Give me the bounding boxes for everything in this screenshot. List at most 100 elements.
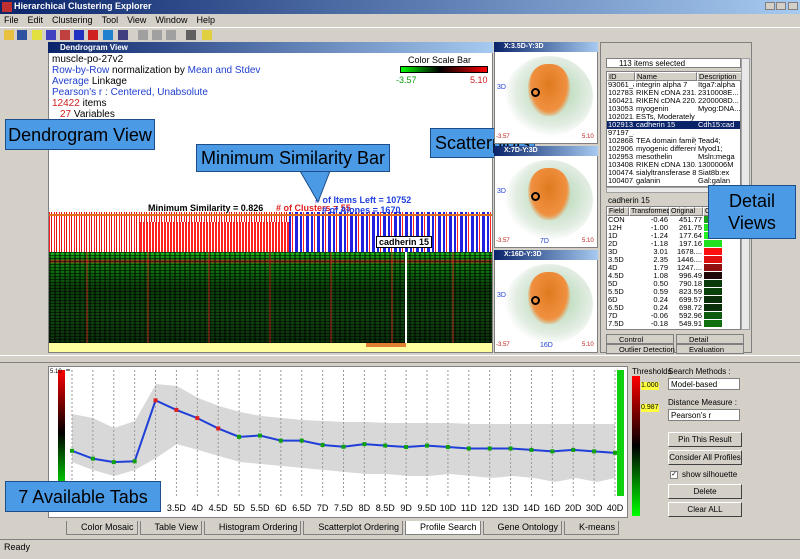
tool-icon[interactable] <box>32 30 42 40</box>
minimize[interactable] <box>765 2 775 10</box>
consider-button[interactable]: Consider All Profiles <box>668 450 742 465</box>
color-swatch <box>704 280 722 287</box>
scatterplot-title-bar: X:7D-Y:3D <box>494 146 598 156</box>
maximize[interactable] <box>776 2 786 10</box>
profile-point <box>299 438 304 443</box>
menu-item[interactable]: Edit <box>27 15 44 25</box>
splitter[interactable] <box>0 355 800 363</box>
view-tab[interactable]: Color Mosaic <box>66 521 138 535</box>
table-cell: -1.00 <box>650 224 668 232</box>
table-cell: 177.64 <box>679 232 702 240</box>
search-select[interactable]: Model-based <box>668 378 740 390</box>
table-cell: 790.18 <box>679 280 702 288</box>
column-header: Transformed <box>629 207 671 216</box>
alone-count: # of Alones = 1670 <box>322 205 401 215</box>
table-cell: 93061_at <box>608 81 634 89</box>
profile-point <box>425 443 430 448</box>
tool-icon[interactable] <box>74 30 84 40</box>
distance-select[interactable]: Pearson's r <box>668 409 740 421</box>
table-cell: 823.59 <box>679 288 702 296</box>
distance-label: Distance Measure : <box>668 398 737 407</box>
menu-item[interactable]: Help <box>196 15 215 25</box>
tool-icon[interactable] <box>118 30 128 40</box>
min-similarity-bar[interactable] <box>49 214 492 216</box>
tool-icon[interactable] <box>186 30 196 40</box>
scatter-y-label: 3D <box>497 188 506 195</box>
scroll-thumb[interactable] <box>366 343 406 347</box>
close[interactable] <box>788 2 798 10</box>
checkbox-label: show silhouette <box>682 470 738 479</box>
table-cell: 6.5D <box>608 304 624 312</box>
profile-point <box>445 445 450 450</box>
table-cell: 3.5D <box>608 256 624 264</box>
table-cell: 0.24 <box>653 296 668 304</box>
menu-item[interactable]: File <box>4 15 19 25</box>
color-swatch <box>704 296 722 303</box>
window-title: Hierarchical Clustering Explorer <box>14 1 152 11</box>
tool-icon[interactable] <box>46 30 56 40</box>
item-count: 12422 <box>52 98 80 109</box>
x-tick-label: 16D <box>544 503 561 513</box>
table-cell: 2D <box>608 240 618 248</box>
detail-tab[interactable]: Detail <box>676 334 744 344</box>
threshold-upper[interactable]: 1.000 <box>641 382 659 390</box>
profile-point <box>550 449 555 454</box>
view-tab[interactable]: Histogram Ordering <box>203 521 302 535</box>
normalization: Row-by-Row normalization by Mean and Std… <box>52 65 260 76</box>
menu-item[interactable]: Clustering <box>52 15 93 25</box>
menu-item[interactable]: Window <box>155 15 188 25</box>
tool-icon[interactable] <box>138 30 148 40</box>
menu-item[interactable]: View <box>127 15 147 25</box>
status-bar: Ready <box>0 539 800 553</box>
view-tab[interactable]: Scatterplot Ordering <box>303 521 403 535</box>
tool-icon[interactable] <box>166 30 176 40</box>
tool-icon[interactable] <box>202 30 212 40</box>
profile-point <box>571 447 576 452</box>
view-tab[interactable]: Table View <box>139 521 202 535</box>
scrollbar[interactable] <box>49 343 492 352</box>
profile-point <box>466 446 471 451</box>
table-cell: 2.35 <box>653 256 668 264</box>
column-header: Original <box>669 207 703 216</box>
tool-icon[interactable] <box>152 30 162 40</box>
x-tick-label: 8.5D <box>376 503 396 513</box>
annotation: Detail Views <box>708 185 796 239</box>
detail-tab[interactable]: Outlier Detection <box>606 344 675 354</box>
x-tick-label: 5D <box>233 503 245 513</box>
detail-tab[interactable]: Evaluation <box>676 344 744 354</box>
table-cell: 698.72 <box>679 304 702 312</box>
table-cell: 5D <box>608 280 618 288</box>
table-cell: 549.91 <box>679 320 702 328</box>
detail-tab[interactable]: Control <box>606 334 674 344</box>
tool-icon[interactable] <box>103 30 113 40</box>
min-similarity: Minimum Similarity = 0.826 <box>148 203 264 213</box>
menu-item[interactable]: Tool <box>101 15 119 25</box>
highlight-point <box>531 88 540 97</box>
clear-button[interactable]: Clear ALL <box>668 502 742 517</box>
threshold-lower[interactable]: 0.987 <box>641 404 659 412</box>
x-tick-label: 9D <box>400 503 412 513</box>
profile-point <box>278 438 283 443</box>
table-cell: Tead4; <box>698 137 721 145</box>
view-tab[interactable]: Profile Search <box>404 521 481 535</box>
table-cell: 1.08 <box>653 272 668 280</box>
dendrogram-title-bar: Dendrogram View <box>48 42 493 53</box>
view-tab[interactable]: Gene Ontology <box>482 521 563 535</box>
checkbox[interactable]: ✓ <box>670 471 678 479</box>
view-tab[interactable]: K-means <box>564 521 620 535</box>
dataset-name: muscle-po-27v2 <box>52 54 124 65</box>
norm-text: normalization by <box>112 65 185 76</box>
table-cell: Myog:DNA... <box>698 105 741 113</box>
left-color-bar <box>58 370 65 496</box>
table-cell: 996.49 <box>679 272 702 280</box>
delete-button[interactable]: Delete <box>668 484 742 499</box>
tool-icon[interactable] <box>60 30 70 40</box>
tool-icon[interactable] <box>17 30 27 40</box>
tool-icon[interactable] <box>88 30 98 40</box>
table-cell: myogenic differenti... <box>636 145 696 153</box>
table-cell: 7D <box>608 312 618 320</box>
color-swatch <box>704 264 722 271</box>
pin-button[interactable]: Pin This Result <box>668 432 742 447</box>
table-cell: 102953... <box>608 153 634 161</box>
tool-icon[interactable] <box>4 30 14 40</box>
